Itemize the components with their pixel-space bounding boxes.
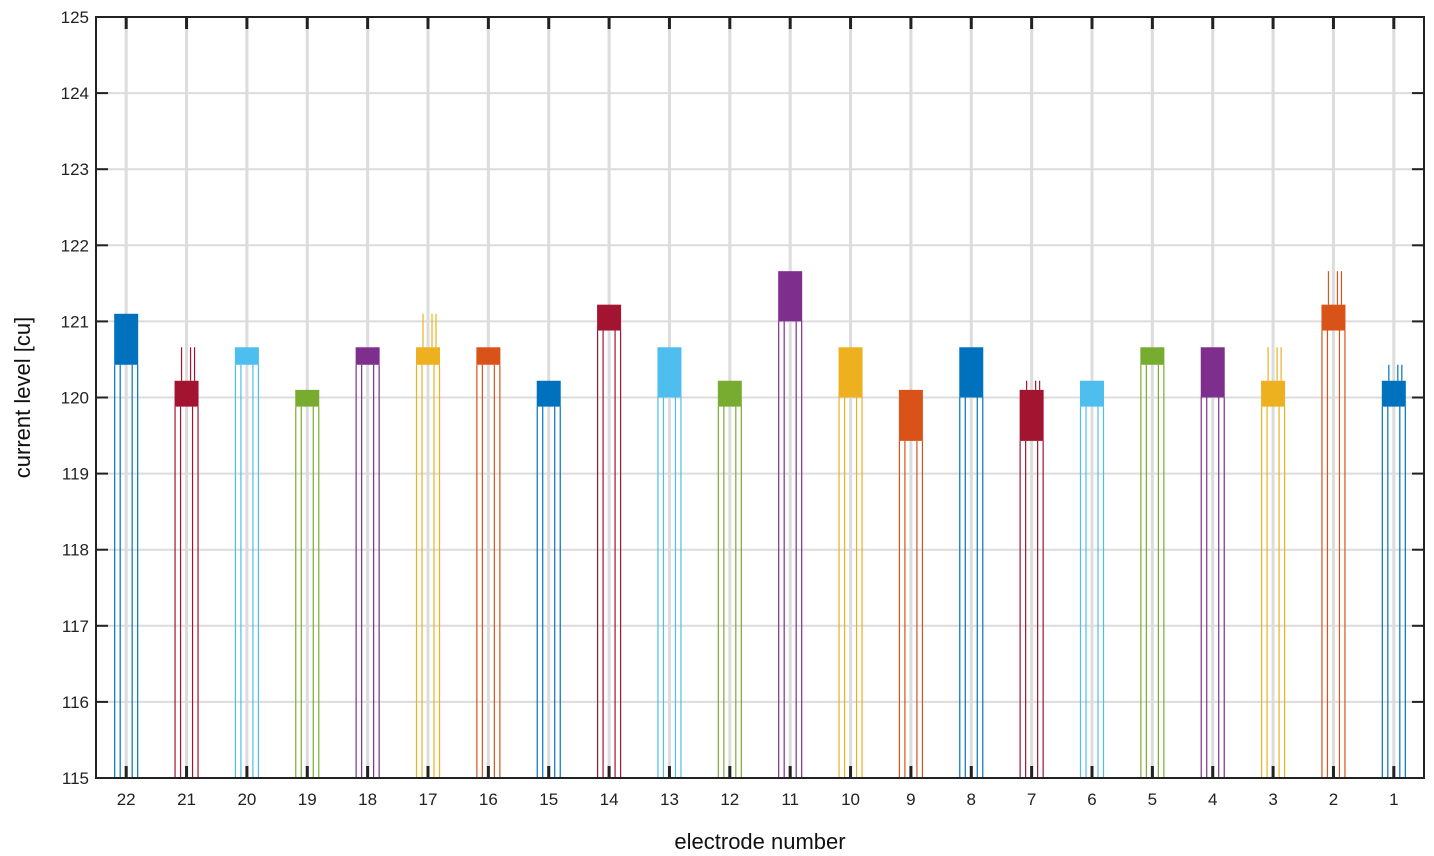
x-tick-label: 14 — [600, 790, 619, 809]
x-tick-label: 16 — [479, 790, 498, 809]
bar-range — [476, 347, 501, 365]
y-tick-labels: 115 116 117 118 119 120 121 122 123 124 125 — [61, 8, 89, 788]
y-axis-label: current level [cu] — [10, 317, 35, 478]
electrode-bar — [1140, 347, 1165, 778]
electrode-bar — [536, 380, 561, 778]
plot-frame — [95, 16, 1425, 779]
bar-range — [174, 380, 199, 407]
y-tick-label: 124 — [61, 84, 89, 103]
x-tick-label: 1 — [1389, 790, 1398, 809]
y-tick-label: 120 — [61, 389, 89, 408]
x-tick-label: 4 — [1208, 790, 1217, 809]
electrode-bar — [1019, 380, 1044, 778]
bar-range — [959, 347, 984, 398]
bar-range — [898, 389, 923, 441]
bar-range — [838, 347, 863, 398]
bar-range — [1261, 380, 1286, 407]
electrode-bar — [778, 271, 803, 778]
x-tick-label: 18 — [358, 790, 377, 809]
y-tick-label: 116 — [62, 693, 89, 712]
bar-range — [416, 347, 440, 365]
bar-range — [1200, 347, 1225, 398]
y-tick-label: 117 — [62, 617, 89, 636]
bar-range — [717, 380, 742, 407]
x-tick-label: 3 — [1268, 790, 1277, 809]
x-tick-label: 8 — [967, 790, 976, 809]
electrode-bar — [355, 347, 380, 778]
bar-range — [355, 347, 380, 365]
bar-range — [1080, 380, 1104, 407]
electrode-bar — [476, 347, 501, 778]
electrode-bar — [959, 347, 984, 778]
bar-range — [114, 313, 139, 365]
electrode-bar — [717, 380, 742, 778]
x-tick-label: 5 — [1148, 790, 1157, 809]
electrode-bar — [1200, 347, 1225, 778]
x-tick-label: 17 — [419, 790, 438, 809]
x-tick-label: 20 — [237, 790, 256, 809]
bars — [114, 271, 1406, 778]
x-tick-label: 22 — [117, 790, 136, 809]
bar-range — [1381, 380, 1406, 407]
electrode-bar — [234, 347, 260, 778]
x-tick-label: 21 — [177, 790, 196, 809]
x-tick-label: 6 — [1087, 790, 1096, 809]
electrode-bar — [657, 347, 682, 778]
x-tick-label: 10 — [841, 790, 860, 809]
x-tick-label: 19 — [298, 790, 317, 809]
bar-range — [1321, 304, 1346, 331]
bar-range — [778, 271, 803, 322]
electrode-bar — [415, 313, 441, 778]
electrode-bar — [174, 347, 199, 778]
electrode-bar — [1381, 364, 1406, 778]
tick-marks — [96, 16, 1424, 779]
electrode-bar — [898, 389, 924, 778]
x-tick-labels: 22 21 20 19 18 17 16 15 14 13 12 11 10 9 8 7 6 5 4 3 2 1 — [117, 790, 1399, 809]
x-tick-label: 12 — [720, 790, 739, 809]
electrode-bar — [114, 313, 139, 778]
x-tick-label: 7 — [1027, 790, 1036, 809]
electrode-bar — [1321, 271, 1346, 778]
x-tick-label: 15 — [539, 790, 558, 809]
x-tick-label: 2 — [1329, 790, 1338, 809]
bar-range — [657, 347, 682, 398]
bar-range — [597, 304, 622, 331]
y-tick-label: 123 — [61, 160, 89, 179]
y-tick-label: 115 — [62, 769, 89, 788]
electrode-bar — [295, 389, 320, 778]
y-tick-label: 119 — [62, 465, 89, 484]
bar-range — [1019, 389, 1044, 441]
x-tick-label: 9 — [906, 790, 915, 809]
y-tick-label: 125 — [61, 8, 89, 27]
electrode-bar — [1260, 347, 1286, 778]
y-tick-label: 118 — [62, 541, 89, 560]
x-tick-label: 13 — [660, 790, 679, 809]
electrode-bar — [596, 304, 622, 778]
bar-range — [1140, 347, 1165, 365]
electrode-bar — [838, 347, 863, 778]
x-axis-label: electrode number — [674, 829, 845, 854]
y-tick-label: 122 — [61, 236, 89, 255]
y-tick-label: 121 — [61, 312, 89, 331]
electrode-bar — [1079, 380, 1105, 778]
bar-range — [295, 389, 320, 407]
bar-range — [536, 380, 561, 407]
x-tick-label: 11 — [781, 790, 799, 809]
bar-range — [234, 347, 259, 365]
